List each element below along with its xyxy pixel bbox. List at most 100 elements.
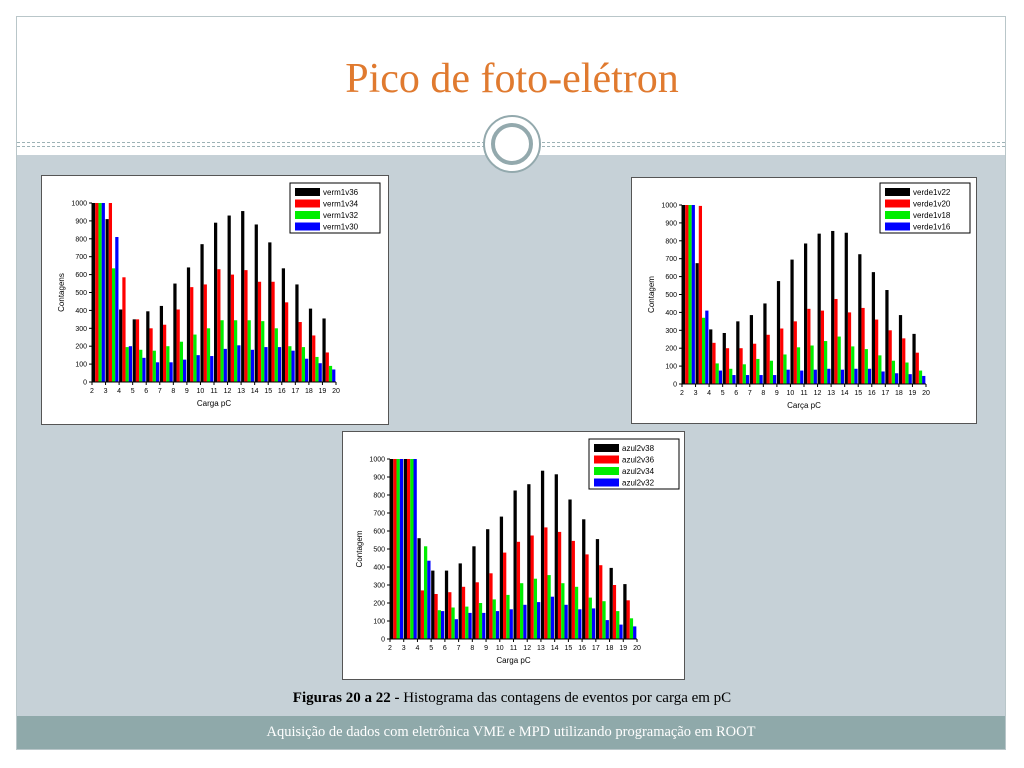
bar-azul2v34-9 — [492, 599, 496, 639]
bar-azul2v38-15 — [568, 499, 572, 639]
bar-azul2v38-9 — [486, 529, 490, 639]
y-tick-label: 800 — [665, 238, 677, 245]
bar-azul2v32-14 — [564, 604, 568, 639]
legend-label: verde1v16 — [913, 223, 951, 232]
bar-verde1v18-6 — [742, 364, 746, 384]
x-tick-label: 8 — [171, 388, 175, 395]
bar-verde1v16-15 — [867, 368, 872, 384]
bar-verm1v34-7 — [163, 324, 167, 382]
bar-verm1v32-16 — [288, 346, 292, 382]
bar-verde1v18-8 — [769, 360, 774, 384]
bar-azul2v36-19 — [626, 600, 630, 639]
x-tick-label: 16 — [868, 390, 876, 397]
bar-verde1v20-3 — [698, 205, 703, 384]
histogram-chart-verm: 0 100 200 300 400 500 600 700 800 900 1000 2 3 4 5 6 7 8 9… — [41, 175, 389, 425]
y-tick-label: 1000 — [661, 203, 677, 210]
bar-verde1v18-16 — [878, 355, 882, 384]
bar-verm1v32-2 — [98, 203, 102, 382]
bar-verm1v32-17 — [301, 347, 306, 382]
bar-verm1v36-16 — [281, 268, 286, 382]
bar-verm1v34-12 — [230, 274, 235, 382]
bar-verde1v18-17 — [891, 360, 896, 384]
bar-verm1v36-18 — [308, 308, 313, 382]
bar-verde1v22-17 — [885, 290, 889, 384]
bar-azul2v34-18 — [616, 611, 620, 639]
x-tick-label: 13 — [827, 390, 835, 397]
y-axis-label: Contagens — [57, 273, 66, 312]
bar-verm1v32-7 — [166, 346, 170, 382]
bar-verde1v20-15 — [861, 307, 865, 384]
bar-azul2v34-8 — [478, 603, 483, 639]
bar-verde1v22-16 — [871, 272, 876, 385]
x-tick-label: 7 — [748, 390, 752, 397]
bar-verm1v34-16 — [285, 302, 289, 382]
bar-azul2v32-12 — [537, 602, 541, 639]
x-tick-label: 17 — [291, 388, 299, 395]
bar-verm1v30-2 — [101, 203, 105, 382]
y-tick-label: 200 — [75, 344, 87, 351]
bar-verde1v16-17 — [895, 373, 899, 384]
bar-verde1v22-9 — [776, 281, 781, 384]
bar-azul2v36-12 — [530, 535, 534, 639]
bar-verde1v20-17 — [888, 330, 892, 384]
bar-azul2v36-11 — [516, 541, 521, 639]
bar-azul2v32-9 — [495, 611, 500, 639]
bar-azul2v34-6 — [451, 607, 455, 639]
bar-verm1v36-7 — [159, 305, 164, 382]
bar-verm1v32-18 — [315, 356, 319, 382]
caption-text: Histograma das contagens de eventos por … — [399, 690, 732, 706]
x-tick-label: 19 — [319, 388, 327, 395]
bar-azul2v36-9 — [489, 573, 493, 639]
chart-svg: 0 100 200 300 400 500 600 700 800 900 1000 2 3 4 5 6 7 8 9… — [647, 182, 971, 410]
bar-verm1v34-15 — [271, 281, 275, 382]
bar-azul2v32-16 — [591, 608, 596, 639]
bar-verde1v22-11 — [804, 243, 808, 384]
y-tick-label: 700 — [75, 254, 87, 261]
bar-verde1v22-19 — [912, 333, 916, 384]
bar-verde1v22-4 — [709, 329, 713, 384]
bar-verm1v30-10 — [210, 356, 214, 382]
bar-azul2v38-3 — [403, 459, 407, 639]
legend-swatch — [885, 188, 910, 196]
legend-label: verm1v30 — [323, 223, 359, 232]
bar-verm1v30-14 — [264, 347, 268, 382]
bar-azul2v36-3 — [406, 459, 411, 639]
x-tick-label: 15 — [854, 390, 862, 397]
x-tick-label: 7 — [457, 645, 461, 652]
x-tick-label: 8 — [470, 645, 474, 652]
bar-azul2v34-7 — [465, 606, 469, 639]
legend-label: azul2v34 — [622, 467, 655, 476]
bar-verde1v16-9 — [786, 369, 790, 384]
y-tick-label: 900 — [665, 220, 677, 227]
x-tick-label: 6 — [734, 390, 738, 397]
bar-verm1v34-18 — [312, 335, 316, 382]
bar-verde1v16-4 — [718, 370, 723, 384]
bar-azul2v36-5 — [434, 594, 438, 639]
legend-swatch — [885, 222, 910, 231]
bar-verde1v20-16 — [875, 319, 879, 384]
x-tick-label: 17 — [592, 645, 600, 652]
bar-verm1v30-5 — [142, 357, 146, 382]
bar-azul2v32-6 — [454, 619, 458, 639]
x-tick-label: 13 — [237, 388, 245, 395]
bar-azul2v38-10 — [499, 516, 504, 639]
bar-verde1v18-11 — [810, 345, 814, 384]
bar-verde1v18-13 — [837, 336, 841, 384]
x-tick-label: 17 — [881, 390, 889, 397]
bar-azul2v36-10 — [503, 552, 507, 639]
y-tick-label: 300 — [75, 326, 87, 333]
y-tick-label: 800 — [75, 236, 87, 243]
bar-verde1v22-3 — [695, 263, 699, 384]
x-tick-label: 11 — [510, 645, 517, 652]
y-tick-label: 600 — [75, 272, 87, 279]
bar-verde1v18-3 — [702, 317, 706, 384]
bar-verm1v36-5 — [132, 319, 136, 382]
x-tick-label: 5 — [429, 645, 433, 652]
bar-azul2v36-15 — [571, 540, 575, 639]
bar-verm1v36-11 — [214, 222, 218, 382]
bar-verm1v34-17 — [298, 322, 302, 382]
bar-azul2v34-16 — [588, 597, 592, 639]
histogram-chart-azul: 0 100 200 300 400 500 600 700 800 900 1000 2 3 4 5 6 7 8 9… — [342, 431, 685, 680]
bar-verde1v22-7 — [749, 315, 754, 384]
y-tick-label: 0 — [673, 382, 677, 389]
